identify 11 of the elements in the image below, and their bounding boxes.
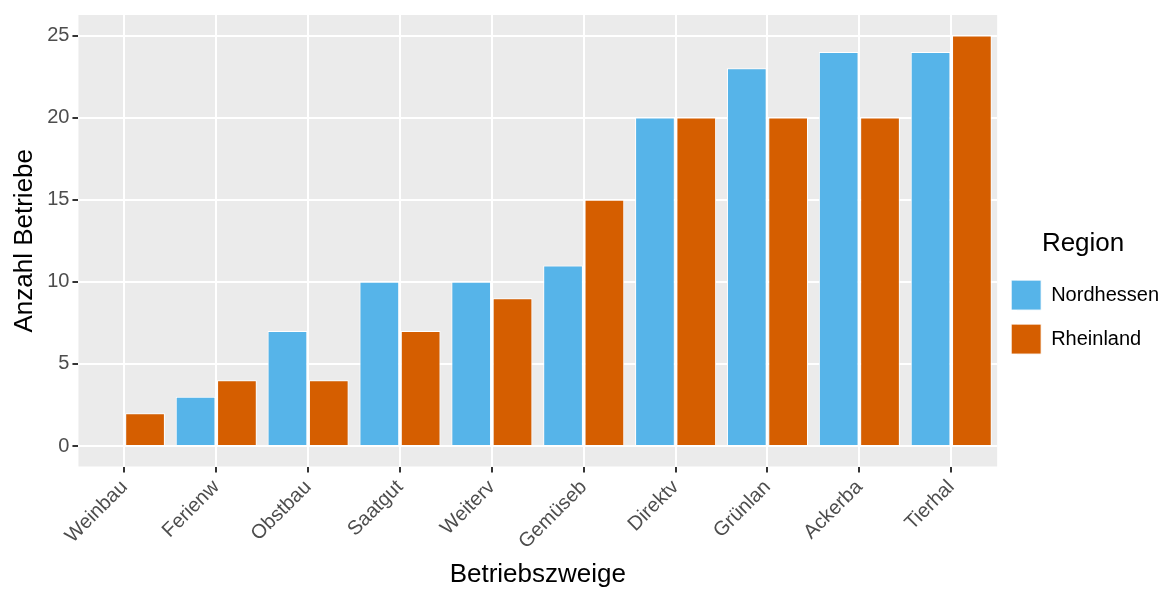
legend-label: Nordhessen (1051, 282, 1159, 305)
y-axis-title: Anzahl Betriebe (7, 148, 38, 333)
y-tick-label: 0 (58, 433, 70, 456)
y-tick-label: 25 (47, 23, 70, 46)
y-tick-label: 10 (47, 269, 70, 292)
legend-label: Rheinland (1051, 326, 1142, 349)
y-tick-label: 20 (47, 105, 70, 128)
legend-title: Region (1041, 227, 1125, 258)
y-tick-label: 5 (58, 351, 70, 374)
x-axis-title: Betriebszweige (449, 557, 626, 588)
y-tick-label: 15 (47, 187, 70, 210)
